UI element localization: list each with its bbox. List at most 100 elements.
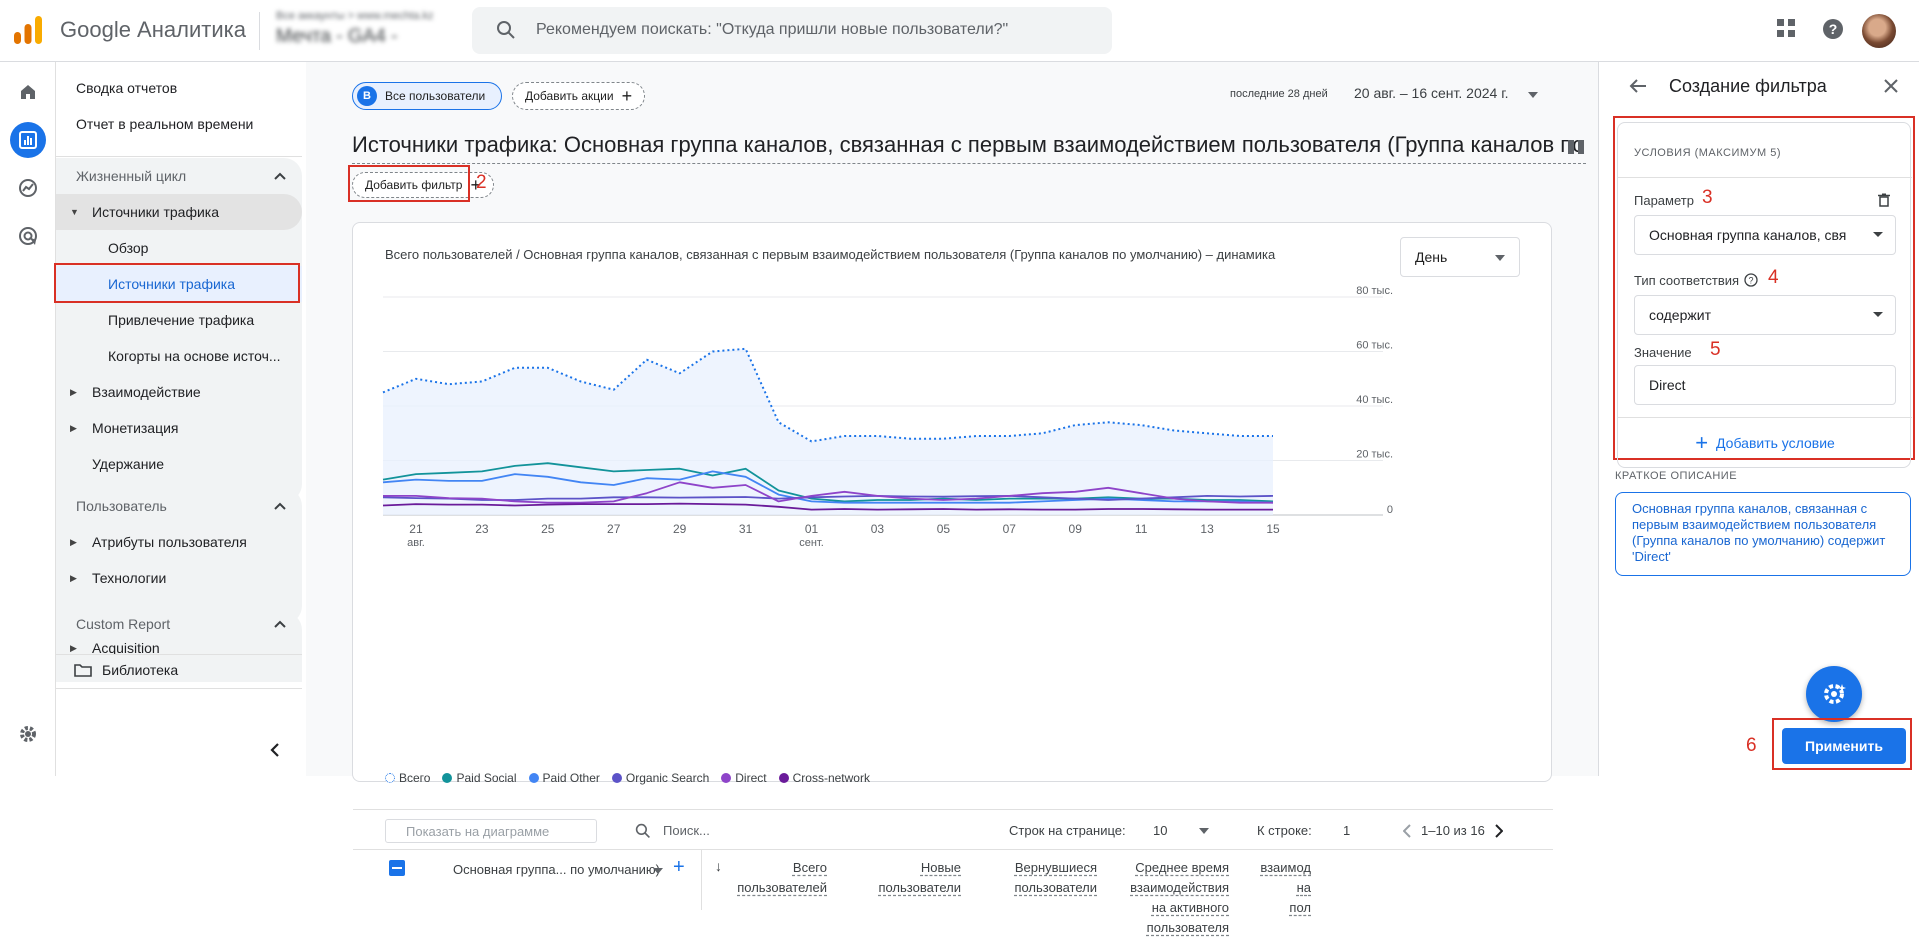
compare-columns-icon[interactable] [1568,138,1584,156]
settings-gear-icon[interactable] [10,716,46,752]
nav-acquisition-en[interactable]: ▶ Acquisition [56,642,302,654]
folder-icon [74,664,92,677]
nav-retention[interactable]: Удержание [56,446,302,482]
x-tick-label: 25 [541,522,555,536]
search-bar[interactable]: Рекомендуем поискать: "Откуда пришли нов… [472,7,1112,54]
panel-title: Создание фильтра [1669,76,1827,96]
home-icon[interactable] [10,74,46,110]
metric-column-header[interactable]: взаимод на пол [1260,860,1311,915]
date-range-picker[interactable]: 20 авг. – 16 сент. 2024 г. [1354,85,1509,101]
analytics-logo-icon[interactable] [14,16,42,44]
legend-item[interactable]: Paid Other [528,771,600,785]
filter-summary: Основная группа каналов, связанная с пер… [1615,492,1911,576]
rows-per-page-select[interactable]: 10 [1153,823,1168,838]
annotation-box-2 [348,165,470,202]
goto-row-input[interactable]: 1 [1343,823,1351,838]
annotation-3: 3 [1702,187,1713,208]
apply-button[interactable]: Применить [1782,728,1906,764]
select-all-checkbox[interactable] [389,860,405,876]
reports-icon[interactable] [10,122,46,158]
nav-cohorts[interactable]: Когорты на основе источ... [56,338,302,374]
chart-card: Всего пользователей / Основная группа ка… [352,222,1553,935]
x-tick-label: 31 [739,522,753,536]
caret-right-icon: ▶ [70,536,77,547]
show-on-chart-button[interactable]: Показать на диаграмме [385,819,597,843]
x-tick-label: 21 [409,522,423,536]
collapse-chevron-icon[interactable] [270,742,280,758]
chevron-right-icon[interactable] [1495,824,1503,838]
metric-column-header[interactable]: Вернувшиеся пользователи [1014,860,1097,895]
granularity-value: День [1415,249,1448,265]
nav-technology[interactable]: ▶ Технологии [56,560,302,596]
goto-row-label: К строке: [1257,823,1312,838]
nav-user-attributes[interactable]: ▶ Атрибуты пользователя [56,524,302,560]
chevron-left-icon[interactable] [1403,824,1411,838]
y-tick-label: 40 тыс. [1356,394,1393,406]
match-type-select[interactable]: содержит [1634,295,1896,335]
property-selector[interactable]: Мечта - GA4 - [276,26,398,47]
nav-engagement[interactable]: ▶ Взаимодействие [56,374,302,410]
nav-acquisition-en-clip: ▶ Acquisition [56,642,302,654]
back-arrow-icon[interactable] [1629,78,1647,94]
legend-label: Всего [399,771,431,785]
value-label: Значение [1634,345,1692,360]
caret-right-icon: ▶ [70,572,77,583]
help-icon[interactable]: ? [1822,18,1844,40]
parameter-select[interactable]: Основная группа каналов, свя [1634,215,1896,255]
nav-acquisition[interactable]: Привлечение трафика [56,302,302,338]
close-icon[interactable] [1883,78,1899,94]
nav-label: Отчет в реальном времени [76,116,254,132]
account-breadcrumb[interactable]: Все аккаунты > www.mechta.kz [276,10,434,22]
nav-section-user[interactable]: Пользователь [56,488,302,524]
add-filter-button[interactable]: Добавить фильтр + [352,172,494,198]
nav-realtime[interactable]: Отчет в реальном времени [56,106,302,142]
series-line-organic-search [382,494,1274,501]
table-search-input[interactable]: Поиск... [663,823,710,838]
value-input[interactable]: Direct [1634,365,1896,405]
nav-section-custom-report[interactable]: Custom Report [56,606,302,642]
legend-item[interactable]: Organic Search [611,771,709,785]
x-tick-label: 03 [871,522,885,536]
user-avatar[interactable] [1862,14,1896,48]
nav-monetization[interactable]: ▶ Монетизация [56,410,302,446]
legend-item[interactable]: Paid Social [442,771,517,785]
apps-grid-icon[interactable] [1776,18,1796,38]
legend-label: Cross-network [792,771,870,785]
add-comparison-button[interactable]: Добавить акции + [512,82,646,110]
x-tick-month: сент. [799,537,824,549]
help-circle-icon[interactable]: ? [1744,273,1758,287]
metric-column-header[interactable]: Новые пользователи [878,860,961,895]
series-line-всего [382,347,1273,443]
caret-down-icon [1873,312,1883,317]
annotation-box-conditions [1613,116,1915,460]
date-range-label: последние 28 дней [1230,88,1328,100]
legend-item[interactable]: Cross-network [778,771,870,785]
value-text: Direct [1649,377,1686,393]
chart-title: Всего пользователей / Основная группа ка… [385,247,1276,262]
insights-fab[interactable] [1806,666,1862,722]
caret-down-icon[interactable] [653,868,663,874]
annotation-4: 4 [1768,267,1779,288]
segment-chip[interactable]: B Все пользователи [352,82,502,110]
segment-badge: B [357,86,377,106]
advertising-icon[interactable] [10,218,46,254]
legend-item[interactable]: Direct [721,771,767,785]
nav-library[interactable]: Библиотека [56,652,302,688]
caret-down-icon[interactable] [1528,92,1538,98]
caret-down-icon[interactable] [1199,828,1209,834]
nav-section-lifecycle[interactable]: Жизненный цикл [56,158,302,194]
nav-overview[interactable]: Обзор [56,230,302,266]
legend-item[interactable]: Всего [385,771,430,785]
nav-traffic-sources-report[interactable]: Источники трафика [56,266,302,302]
add-dimension-plus-icon[interactable]: + [673,856,685,878]
granularity-select[interactable]: День [1400,237,1520,277]
nav-divider [56,654,302,655]
nav-reports-summary[interactable]: Сводка отчетов [56,70,302,106]
explore-icon[interactable] [10,170,46,206]
dimension-header[interactable]: Основная группа... по умолчанию) [453,862,661,877]
add-condition-button[interactable]: + Добавить условие [1618,417,1912,467]
metric-column-header[interactable]: Всего пользователей [737,860,827,895]
delete-trash-icon[interactable] [1878,193,1890,207]
nav-traffic-sources[interactable]: ▼ Источники трафика [56,194,302,230]
